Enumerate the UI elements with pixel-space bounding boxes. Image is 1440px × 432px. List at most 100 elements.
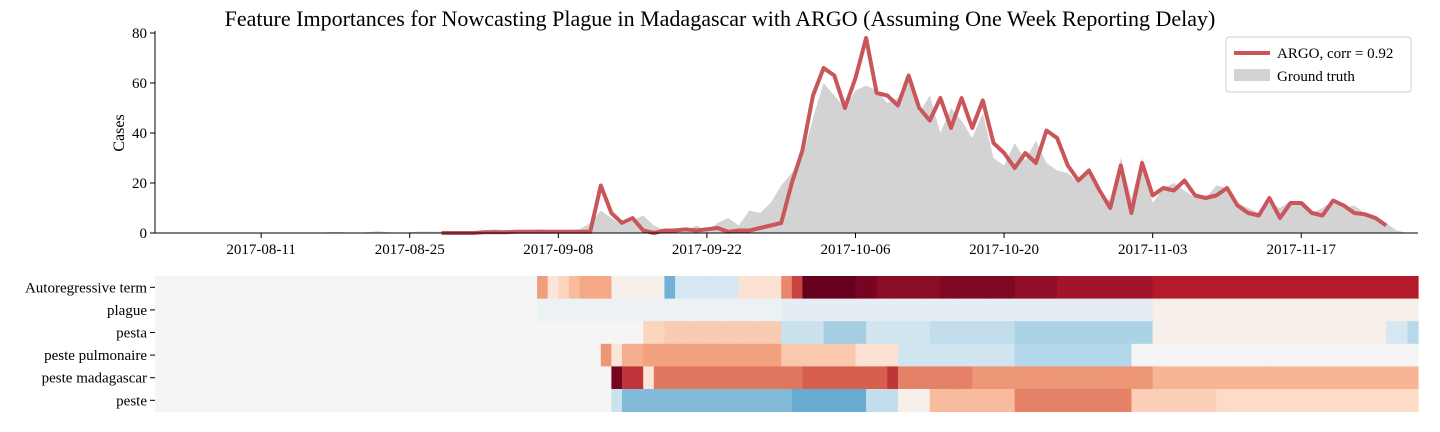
heatmap-cell	[155, 276, 167, 299]
heatmap-cell	[1195, 298, 1207, 322]
argo-line-layer	[441, 36, 1388, 235]
heatmap-cell	[940, 321, 952, 345]
heatmap-cell	[208, 276, 220, 299]
x-tick-label: 2017-11-03	[1118, 242, 1187, 258]
heatmap-cell	[1057, 276, 1069, 299]
heatmap-panel: Autoregressive term plague pesta peste pulm…	[25, 276, 1419, 412]
heatmap-cell	[876, 298, 888, 322]
heatmap-cell	[1173, 276, 1186, 299]
heatmap-cell	[505, 343, 517, 367]
heatmap-cell	[1333, 298, 1345, 322]
heatmap-cell	[314, 321, 326, 345]
heatmap-cell	[420, 276, 432, 299]
heatmap-cell	[887, 321, 899, 345]
heatmap-cell	[675, 343, 687, 367]
heatmap-cell	[1025, 389, 1037, 412]
heatmap-cell	[558, 366, 570, 390]
heatmap-cell	[749, 389, 761, 412]
heatmap-cell	[1035, 298, 1048, 322]
heatmap-cell	[218, 366, 230, 390]
heatmap-cell	[1386, 298, 1398, 322]
heatmap-cell	[537, 366, 549, 390]
heatmap-cell	[176, 298, 188, 322]
heatmap-cell	[590, 276, 602, 299]
heatmap-cell	[919, 366, 931, 390]
heatmap-cell	[590, 321, 602, 345]
heatmap-cell	[165, 321, 177, 345]
heatmap-cell	[1163, 366, 1175, 390]
heatmap-cell	[377, 343, 390, 367]
heatmap-cell	[568, 276, 581, 299]
heatmap-cell	[759, 298, 772, 322]
heatmap-cell	[887, 276, 899, 299]
heatmap-cell	[367, 343, 379, 367]
heatmap-cell	[452, 366, 464, 390]
heatmap-cell	[229, 298, 241, 322]
heatmap-cell	[271, 276, 283, 299]
heatmap-cell	[813, 343, 825, 367]
heatmap-cell	[441, 389, 453, 412]
heatmap-cell	[706, 366, 719, 390]
heatmap-cell	[250, 276, 262, 299]
heatmap-cell	[1025, 343, 1037, 367]
heatmap-cell	[568, 321, 581, 345]
heatmap-cell	[261, 366, 273, 390]
heatmap-cell	[399, 343, 411, 367]
heatmap-cell	[1078, 366, 1090, 390]
heatmap-cell	[558, 389, 570, 412]
heatmap-cell	[261, 321, 273, 345]
heatmap-cell	[1142, 343, 1154, 367]
heatmap-cell	[1407, 366, 1419, 390]
heatmap-cell	[982, 321, 995, 345]
heatmap-cell	[494, 389, 506, 412]
heatmap-row-label: plague	[107, 303, 147, 319]
heatmap-cell	[696, 321, 708, 345]
heatmap-cell	[940, 298, 952, 322]
heatmap-cell	[1142, 276, 1154, 299]
heatmap-cell	[664, 298, 676, 322]
heatmap-cell	[1290, 298, 1302, 322]
heatmap-cell	[834, 276, 846, 299]
x-tick-label: 2017-08-25	[375, 242, 445, 258]
heatmap-cell	[887, 343, 899, 367]
heatmap-cell	[685, 276, 697, 299]
heatmap-cell	[229, 366, 241, 390]
x-tick-label: 2017-08-11	[226, 242, 295, 258]
heatmap-row-label: Autoregressive term	[25, 280, 147, 296]
heatmap-cell	[749, 276, 761, 299]
heatmap-cell	[346, 366, 358, 390]
heatmap-cell	[1237, 366, 1249, 390]
heatmap-cell	[834, 389, 846, 412]
heatmap-cell	[685, 389, 697, 412]
heatmap-cell	[505, 298, 517, 322]
heatmap-cell	[1110, 343, 1122, 367]
y-tick-label: 40	[132, 126, 147, 142]
heatmap-cell	[484, 276, 496, 299]
heatmap-cell	[420, 343, 432, 367]
heatmap-cell	[1099, 366, 1111, 390]
heatmap-cell	[590, 389, 602, 412]
heatmap-cell	[1226, 321, 1239, 345]
heatmap-cell	[165, 276, 177, 299]
heatmap-cell	[335, 389, 347, 412]
heatmap-cell	[706, 343, 719, 367]
heatmap-cell	[430, 343, 443, 367]
heatmap-cell	[866, 389, 878, 412]
heatmap-cell	[1396, 321, 1408, 345]
heatmap-cell	[292, 276, 305, 299]
heatmap-cell	[441, 321, 453, 345]
heatmap-cell	[314, 298, 326, 322]
heatmap-cell	[653, 366, 666, 390]
heatmap-cell	[356, 321, 368, 345]
heatmap-cell	[282, 298, 294, 322]
heatmap-cell	[1333, 343, 1345, 367]
heatmap-cell	[1057, 321, 1069, 345]
legend: ARGO, corr = 0.92 Ground truth	[1225, 36, 1412, 93]
heatmap-cell	[250, 366, 262, 390]
heatmap-cell	[282, 276, 294, 299]
heatmap-cell	[579, 389, 591, 412]
heatmap-cell	[621, 343, 634, 367]
heatmap-cell	[876, 343, 888, 367]
heatmap-cell	[1407, 276, 1419, 299]
heatmap-cell	[239, 276, 252, 299]
